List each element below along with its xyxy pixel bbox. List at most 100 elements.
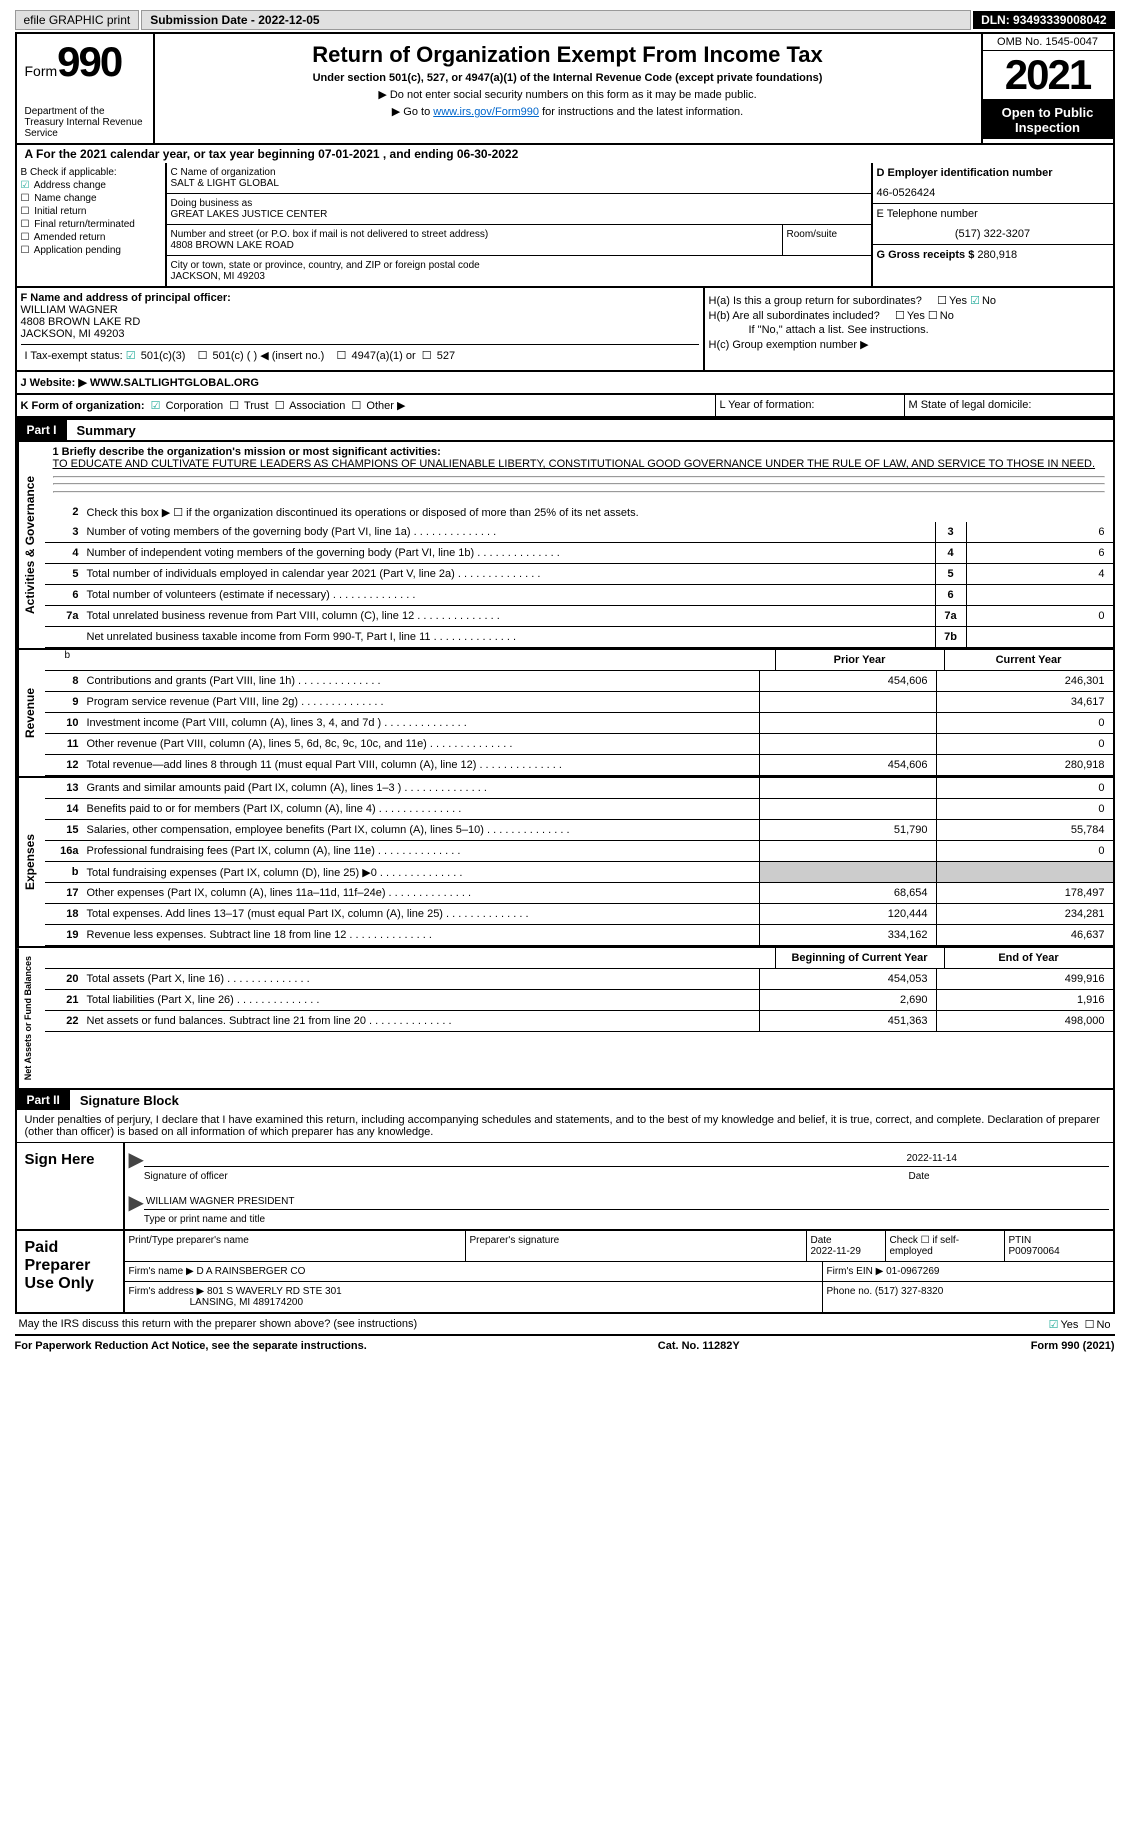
line-num: 12 [45, 757, 83, 773]
other-checkbox[interactable] [351, 400, 363, 412]
phone-value: (517) 322-3207 [877, 228, 1109, 240]
line-box: 3 [935, 522, 966, 542]
current-year-val: 0 [936, 799, 1113, 819]
footer-form: Form 990 (2021) [1031, 1340, 1115, 1352]
line-box: 6 [935, 585, 966, 605]
yes-label: Yes [949, 295, 967, 307]
4947-label: 4947(a)(1) or [351, 350, 415, 362]
prior-year-val [759, 841, 936, 861]
prep-sig-label: Preparer's signature [470, 1235, 560, 1246]
line-num: 11 [45, 736, 83, 752]
527-label: 527 [437, 350, 455, 362]
sig-officer-label: Signature of officer [144, 1171, 909, 1182]
line-box: 5 [935, 564, 966, 584]
efile-button[interactable]: efile GRAPHIC print [15, 10, 140, 30]
hb-no[interactable] [928, 310, 940, 322]
org-name: SALT & LIGHT GLOBAL [171, 178, 867, 189]
prior-year-val: 454,053 [759, 969, 936, 989]
501c-checkbox[interactable] [198, 350, 210, 362]
b-marker: b [45, 650, 775, 670]
sig-arrow-icon2: ▶ [129, 1190, 144, 1225]
line-num: 6 [45, 587, 83, 603]
ein-label: D Employer identification number [877, 167, 1109, 179]
street-label: Number and street (or P.O. box if mail i… [171, 229, 778, 240]
sig-arrow-icon: ▶ [129, 1147, 144, 1182]
line-box: 7a [935, 606, 966, 626]
ein-value: 46-0526424 [877, 187, 1109, 199]
discuss-yes-label: Yes [1060, 1319, 1078, 1331]
checkbox-name-change[interactable]: Name change [21, 193, 161, 204]
header-center: Return of Organization Exempt From Incom… [155, 34, 981, 143]
line-text: Total number of volunteers (estimate if … [83, 587, 935, 603]
irs-link[interactable]: www.irs.gov/Form990 [433, 106, 539, 118]
checkbox-address-change[interactable]: Address change [21, 180, 161, 191]
line-text: Total expenses. Add lines 13–17 (must eq… [83, 906, 759, 922]
line-text: Grants and similar amounts paid (Part IX… [83, 780, 759, 796]
current-year-val: 178,497 [936, 883, 1113, 903]
line-text: Net unrelated business taxable income fr… [83, 629, 935, 645]
line-num: 16a [45, 843, 83, 859]
yes-label2: Yes [907, 310, 925, 322]
527-checkbox[interactable] [422, 350, 434, 362]
city-label: City or town, state or province, country… [171, 260, 867, 271]
line-text: Revenue less expenses. Subtract line 18 … [83, 927, 759, 943]
prior-year-val: 120,444 [759, 904, 936, 924]
discuss-yes[interactable] [1049, 1319, 1061, 1331]
ha-yes[interactable] [937, 295, 949, 307]
prior-year-val: 454,606 [759, 755, 936, 775]
current-year-val: 499,916 [936, 969, 1113, 989]
discuss-label: May the IRS discuss this return with the… [19, 1318, 418, 1330]
prior-year-val [759, 799, 936, 819]
discuss-no-label: No [1096, 1319, 1110, 1331]
h-b-note: If "No," attach a list. See instructions… [749, 324, 1109, 336]
line-box: 7b [935, 627, 966, 647]
line-text: Investment income (Part VIII, column (A)… [83, 715, 759, 731]
assoc-checkbox[interactable] [275, 400, 287, 412]
dept-label: Department of the Treasury Internal Reve… [25, 106, 145, 139]
hb-yes[interactable] [895, 310, 907, 322]
tax-year: 2021 [983, 51, 1113, 101]
part2-title: Signature Block [80, 1093, 179, 1108]
part1-header: Part I [17, 420, 67, 440]
state-domicile: M State of legal domicile: [905, 395, 1113, 416]
dba-value: GREAT LAKES JUSTICE CENTER [171, 209, 867, 220]
checkbox-amended-return[interactable]: Amended return [21, 232, 161, 243]
ptin-label: PTIN [1009, 1235, 1032, 1246]
submission-date: Submission Date - 2022-12-05 [141, 10, 971, 30]
line-num: 10 [45, 715, 83, 731]
ha-no[interactable] [970, 295, 982, 307]
line-text: Total revenue—add lines 8 through 11 (mu… [83, 757, 759, 773]
corp-label: Corporation [166, 400, 223, 412]
website-label: J Website: ▶ [21, 377, 87, 389]
street-value: 4808 BROWN LAKE ROAD [171, 240, 778, 251]
officer-street: 4808 BROWN LAKE RD [21, 316, 141, 328]
line-num: 3 [45, 524, 83, 540]
year-formation: L Year of formation: [716, 395, 905, 416]
checkbox-initial-return[interactable]: Initial return [21, 206, 161, 217]
line-num: 21 [45, 992, 83, 1008]
line-text: Number of independent voting members of … [83, 545, 935, 561]
corp-checkbox[interactable] [151, 400, 163, 412]
h-a-label: H(a) Is this a group return for subordin… [709, 295, 922, 307]
prior-year-val: 454,606 [759, 671, 936, 691]
line-num: 8 [45, 673, 83, 689]
prior-year-val [759, 778, 936, 798]
officer-name: WILLIAM WAGNER [21, 304, 118, 316]
current-year-val: 1,916 [936, 990, 1113, 1010]
line-num: 19 [45, 927, 83, 943]
sig-date: 2022-11-14 [907, 1153, 1107, 1164]
501c3-checkbox[interactable] [126, 350, 138, 362]
city-value: JACKSON, MI 49203 [171, 271, 867, 282]
current-year-val: 246,301 [936, 671, 1113, 691]
line-num: 9 [45, 694, 83, 710]
section-d: D Employer identification number 46-0526… [873, 163, 1113, 286]
check-self: Check ☐ if self-employed [886, 1231, 1005, 1261]
4947-checkbox[interactable] [337, 350, 349, 362]
checkbox-final-return-terminated[interactable]: Final return/terminated [21, 219, 161, 230]
trust-checkbox[interactable] [229, 400, 241, 412]
line-text: Other expenses (Part IX, column (A), lin… [83, 885, 759, 901]
checkbox-application-pending[interactable]: Application pending [21, 245, 161, 256]
discuss-no[interactable] [1085, 1319, 1097, 1331]
cat-no: Cat. No. 11282Y [658, 1340, 740, 1352]
assoc-label: Association [289, 400, 345, 412]
